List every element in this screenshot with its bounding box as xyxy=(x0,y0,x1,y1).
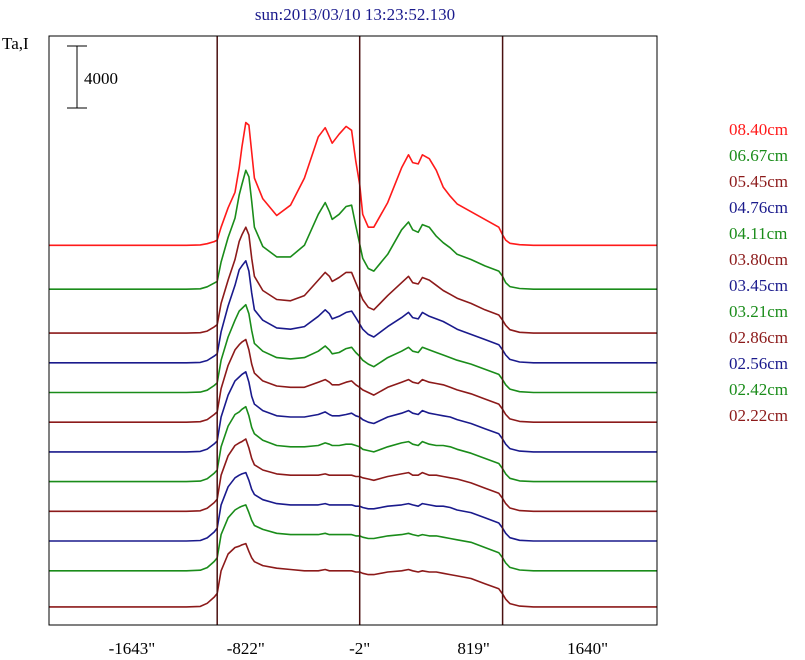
chart-title: sun:2013/03/10 13:23:52.130 xyxy=(255,5,455,24)
scale-bar-label: 4000 xyxy=(84,69,118,88)
x-tick-label: -822" xyxy=(227,639,265,658)
legend-entry: 08.40cm xyxy=(729,120,788,139)
legend-entry: 03.45cm xyxy=(729,276,788,295)
legend-entry: 06.67cm xyxy=(729,146,788,165)
series-line-02-56cm xyxy=(49,471,657,542)
legend-entry: 02.42cm xyxy=(729,380,788,399)
legend-entry: 03.80cm xyxy=(729,250,788,269)
series-line-02-42cm xyxy=(49,504,657,572)
series-line-02-86cm xyxy=(49,438,657,513)
series-line-04-11cm xyxy=(49,303,657,394)
legend: 08.40cm 06.67cm 05.45cm 04.76cm 04.11cm 03.80… xyxy=(729,120,788,425)
series-line-04-76cm xyxy=(49,259,657,364)
legend-entry: 04.76cm xyxy=(729,198,788,217)
plot-frame xyxy=(48,35,658,626)
series-layer xyxy=(49,121,657,608)
series-line-03-21cm xyxy=(49,405,657,483)
series-line-06-67cm xyxy=(49,169,657,291)
x-tick-label: 819" xyxy=(457,639,489,658)
series-line-03-45cm xyxy=(49,370,657,453)
x-tick-labels: -1643" -822" -2" 819" 1640" xyxy=(109,639,608,658)
legend-entry: 02.56cm xyxy=(729,354,788,373)
y-axis-label: Ta,I xyxy=(2,34,29,53)
series-line-05-45cm xyxy=(49,226,657,334)
legend-entry: 03.21cm xyxy=(729,302,788,321)
x-tick-label: 1640" xyxy=(567,639,608,658)
series-line-02-22cm xyxy=(49,542,657,608)
x-tick-label: -2" xyxy=(349,639,370,658)
series-line-03-80cm xyxy=(49,338,657,424)
legend-entry: 02.86cm xyxy=(729,328,788,347)
scale-bar: 4000 xyxy=(67,45,118,109)
legend-entry: 04.11cm xyxy=(729,224,787,243)
series-line-08-40cm xyxy=(49,121,657,247)
x-tick-label: -1643" xyxy=(109,639,156,658)
vertical-markers xyxy=(216,36,504,625)
legend-entry: 02.22cm xyxy=(729,406,788,425)
legend-entry: 05.45cm xyxy=(729,172,788,191)
